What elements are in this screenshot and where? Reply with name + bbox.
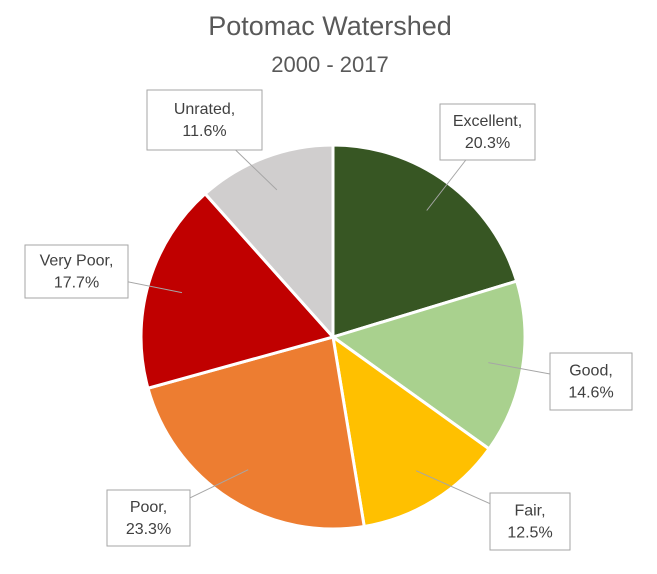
data-label: Poor, xyxy=(130,499,167,516)
category-name: Excellent xyxy=(453,113,518,130)
label-separator: , xyxy=(608,363,612,380)
category-name: Fair xyxy=(514,503,542,520)
label-box xyxy=(549,352,633,411)
data-label: Very Poor, xyxy=(40,253,114,270)
value-label: 23.3% xyxy=(126,521,171,538)
pie-slice xyxy=(139,191,336,391)
data-label: Unrated, xyxy=(174,101,235,118)
value-label: 12.5% xyxy=(507,525,552,542)
pie-slice xyxy=(331,143,519,340)
value-label: 17.7% xyxy=(54,275,99,292)
category-name: Good xyxy=(569,363,608,380)
chart-title: Potomac Watershed xyxy=(208,11,452,41)
category-name: Poor xyxy=(130,499,164,516)
label-separator: , xyxy=(541,503,545,520)
chart-subtitle: 2000 - 2017 xyxy=(271,52,388,77)
label-box xyxy=(106,489,191,547)
label-separator: , xyxy=(518,113,522,130)
pie-slice xyxy=(203,143,335,341)
pie-slice xyxy=(146,335,366,531)
data-label: Good, xyxy=(569,363,613,380)
category-name: Very Poor xyxy=(40,253,111,270)
label-box xyxy=(24,244,129,299)
data-label: Fair, xyxy=(514,503,545,520)
label-box xyxy=(439,103,536,161)
label-separator: , xyxy=(163,499,167,516)
label-separator: , xyxy=(109,253,113,270)
category-name: Unrated xyxy=(174,101,231,118)
value-label: 11.6% xyxy=(182,123,226,140)
label-box xyxy=(146,89,263,151)
pie-slice xyxy=(330,333,492,529)
label-box xyxy=(489,492,571,551)
label-separator: , xyxy=(231,101,235,118)
data-label: Excellent, xyxy=(453,113,522,130)
value-label: 14.6% xyxy=(568,385,613,402)
pie-slice xyxy=(329,279,527,451)
value-label: 20.3% xyxy=(465,135,510,152)
